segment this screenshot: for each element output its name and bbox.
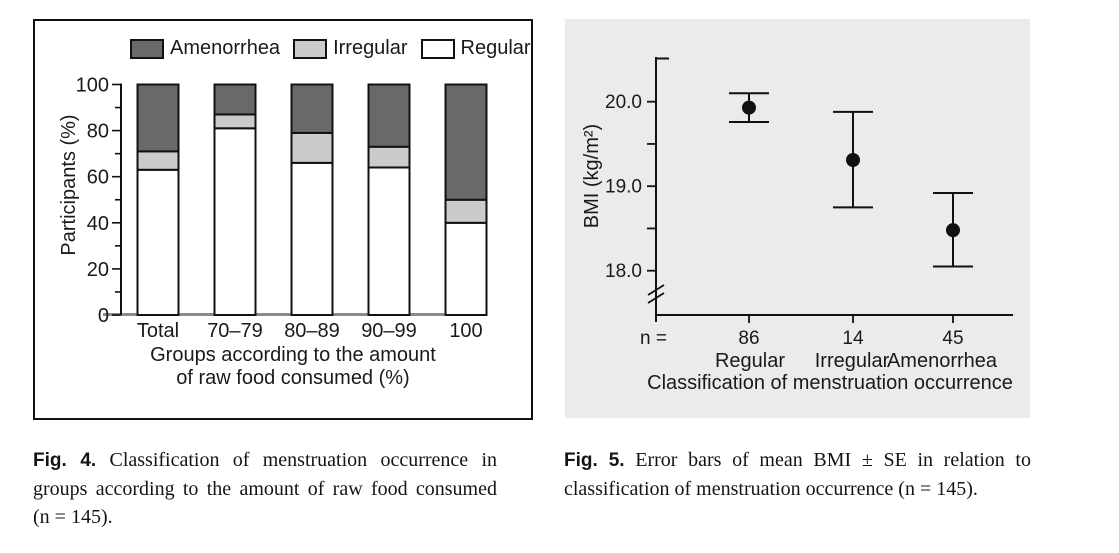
fig4-caption-text-1: Classification of menstruation occurrenc… (109, 449, 498, 471)
fig4-stacked-bar-chart: 0 20 40 60 80 100 Participants (%) Total 70–79 80… (58, 75, 488, 389)
legend-swatch-irregular (293, 38, 328, 59)
y-tick-label: 60 (87, 167, 109, 189)
n-value: 86 (738, 328, 759, 349)
bar-segment-100-Regular (444, 221, 488, 316)
fig4-caption: Fig. 4. Classification of menstruation o… (33, 446, 497, 531)
bar-segment-90–99-Amenorrhea (367, 83, 411, 148)
x-tick-label: Total (137, 320, 179, 342)
y-tick-label: 18.0 (605, 261, 642, 282)
x-category-label: Amenorrhea (887, 350, 998, 372)
fig5-caption-label: Fig. 5. (564, 450, 625, 471)
bar-segment-Total-Irregular (136, 150, 180, 171)
errorbar-regular (729, 92, 769, 123)
bar-segment-70–79-Amenorrhea (213, 83, 257, 116)
bar-segment-100-Amenorrhea (444, 83, 488, 201)
y-tick-label: 40 (87, 213, 109, 235)
fig4-caption-line-2: groups according to the amount of raw fo… (33, 478, 497, 500)
legend-label-regular: Regular (460, 37, 531, 59)
fig4-caption-line-3: (n = 145). (33, 506, 113, 528)
x-category-label: Regular (715, 350, 785, 372)
bar-segment-100-Irregular (444, 198, 488, 224)
y-axis-title: BMI (kg/m²) (581, 124, 603, 228)
axis-break-slash (647, 284, 665, 296)
bar-segment-80–89-Amenorrhea (290, 83, 334, 134)
x-tick-label: 70–79 (207, 320, 263, 342)
bar-segment-Total-Amenorrhea (136, 83, 180, 153)
fig5-caption-line-2: classification of menstruation occurrenc… (564, 478, 978, 500)
y-tick-label: 20 (87, 259, 109, 281)
x-category-label: Irregular (815, 350, 890, 372)
mean-marker (946, 223, 960, 238)
mean-marker (846, 153, 860, 168)
n-value: 14 (842, 328, 864, 349)
bar-segment-70–79-Regular (213, 127, 257, 316)
legend-label-amenorrhea: Amenorrhea (170, 37, 281, 59)
x-tick-label: 80–89 (284, 320, 340, 342)
fig4-frame: Amenorrhea Irregular Regular 0 20 40 60 80 100 P… (33, 19, 533, 420)
legend-item-irregular: Irregular (293, 37, 408, 60)
x-axis-title-line-2: of raw food consumed (%) (176, 367, 409, 389)
fig5-caption-line-1: Fig. 5. Error bars of mean BMI ± SE in r… (564, 446, 1031, 475)
n-equals-label: n = (640, 328, 667, 349)
fig5-caption: Fig. 5. Error bars of mean BMI ± SE in r… (564, 446, 1031, 503)
mean-marker (742, 100, 756, 115)
legend-label-irregular: Irregular (333, 37, 408, 59)
bar-segment-70–79-Irregular (213, 113, 257, 130)
errorbar-irregular (833, 110, 873, 209)
bar-segment-80–89-Irregular (290, 131, 334, 164)
bar-segment-90–99-Irregular (367, 145, 411, 169)
y-tick-label: 100 (76, 75, 109, 97)
y-tick-label: 80 (87, 121, 109, 143)
y-tick-label: 19.0 (605, 177, 642, 198)
legend-item-regular: Regular (420, 37, 531, 60)
fig4-caption-label: Fig. 4. (33, 450, 97, 471)
legend-swatch-amenorrhea (130, 38, 164, 59)
y-tick-label: 0 (98, 305, 109, 327)
fig5-caption-text-1: Error bars of mean BMI ± SE in relation … (635, 449, 1031, 471)
errorbar-amenorrhea (933, 191, 973, 268)
bar-segment-90–99-Regular (367, 166, 411, 316)
n-value: 45 (942, 328, 963, 349)
fig5-panel: 18.0 19.0 20.0 BMI (kg/m²) 86 Regular 14 Irregu… (565, 19, 1030, 418)
x-axis-title-line-1: Groups according to the amount (150, 344, 436, 366)
bar-segment-Total-Regular (136, 168, 180, 316)
y-axis-title: Participants (%) (58, 114, 80, 255)
axis-break-slash (647, 292, 665, 304)
y-tick-label: 20.0 (605, 92, 642, 113)
x-tick-label: 90–99 (361, 320, 417, 342)
x-tick-label: 100 (449, 320, 482, 342)
legend-item-amenorrhea: Amenorrhea (130, 37, 280, 60)
x-axis-title: Classification of menstruation occurrenc… (647, 372, 1013, 394)
bar-segment-80–89-Regular (290, 161, 334, 316)
fig4-caption-line-1: Fig. 4. Classification of menstruation o… (33, 446, 497, 475)
fig4-legend: Amenorrhea Irregular Regular (130, 37, 531, 60)
legend-swatch-regular (420, 38, 455, 59)
